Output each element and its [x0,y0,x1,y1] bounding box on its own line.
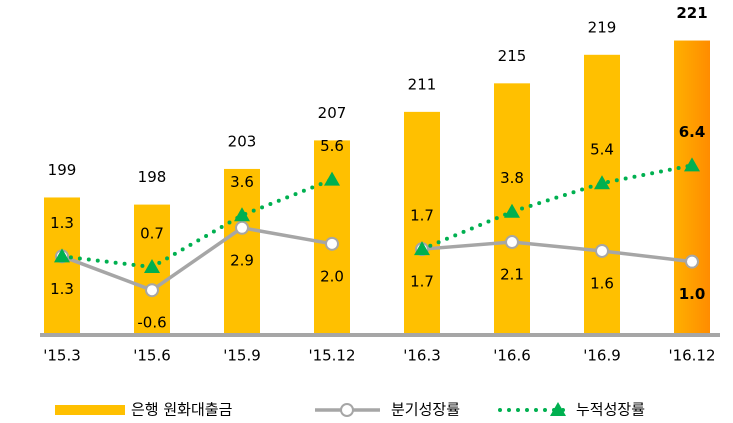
bar-value-label: 215 [498,47,527,65]
marker [325,236,339,251]
line-value-label: 3.8 [500,169,524,187]
line-value-label: 2.1 [500,266,524,284]
marker [595,243,609,258]
bar-value-label: 211 [408,75,437,93]
bar [674,40,710,334]
line-value-label: 5.4 [590,141,614,159]
line-value-label: 1.7 [410,207,434,225]
bar-value-label: 219 [588,18,617,36]
line [60,177,334,270]
line-value-label: 1.3 [50,280,74,298]
x-tick-label: '15.9 [223,347,261,365]
line [420,240,694,264]
bar [314,140,350,333]
x-tick-label: '16.6 [493,347,531,365]
marker [504,203,520,218]
line-value-label: 0.7 [140,225,164,243]
marker [324,171,340,186]
x-tick-label: '15.6 [133,347,171,365]
marker [684,157,700,172]
legend-label: 누적성장률 [576,401,645,419]
line-value-label: 1.0 [679,285,706,303]
bar [224,168,260,333]
marker [505,235,519,250]
bar-value-label: 198 [138,168,167,186]
marker [685,254,699,269]
marker [594,175,610,190]
line [420,163,694,252]
line-value-label: 2.0 [320,267,344,285]
bar-value-label: 207 [318,104,347,122]
marker [145,283,159,298]
line-value-label: 3.6 [230,173,254,191]
bar [44,197,80,333]
x-tick-label: '15.12 [308,347,355,365]
x-tick-label: '16.12 [668,347,715,365]
bar-value-label: 203 [228,132,257,150]
line-value-label: 1.3 [50,214,74,232]
legend-swatch [55,405,125,415]
legend: 은행 원화대출금 분기성장률 누적성장률 [55,401,645,419]
line [60,225,334,293]
legend-label: 은행 원화대출금 [131,401,233,419]
marker [235,220,249,235]
line-value-label: -0.6 [137,314,166,332]
bar [584,54,620,334]
x-tick-label: '16.3 [403,347,441,365]
line-value-label: 5.6 [320,137,344,155]
line-value-label: 1.7 [410,273,434,291]
bar-value-label: 199 [48,161,77,179]
line-value-label: 1.6 [590,274,614,292]
marker [144,259,160,274]
marker [414,241,430,256]
line-value-label: 6.4 [679,123,706,141]
marker [54,248,70,263]
bar-value-label: 221 [676,4,707,22]
x-tick-label: '16.9 [583,347,621,365]
legend-label: 분기성장률 [391,401,460,419]
legend-marker [550,402,566,416]
legend-marker [340,403,354,417]
x-tick-label: '15.3 [43,347,81,365]
bar [404,111,440,333]
marker [234,207,250,222]
line-value-label: 2.9 [230,251,254,269]
